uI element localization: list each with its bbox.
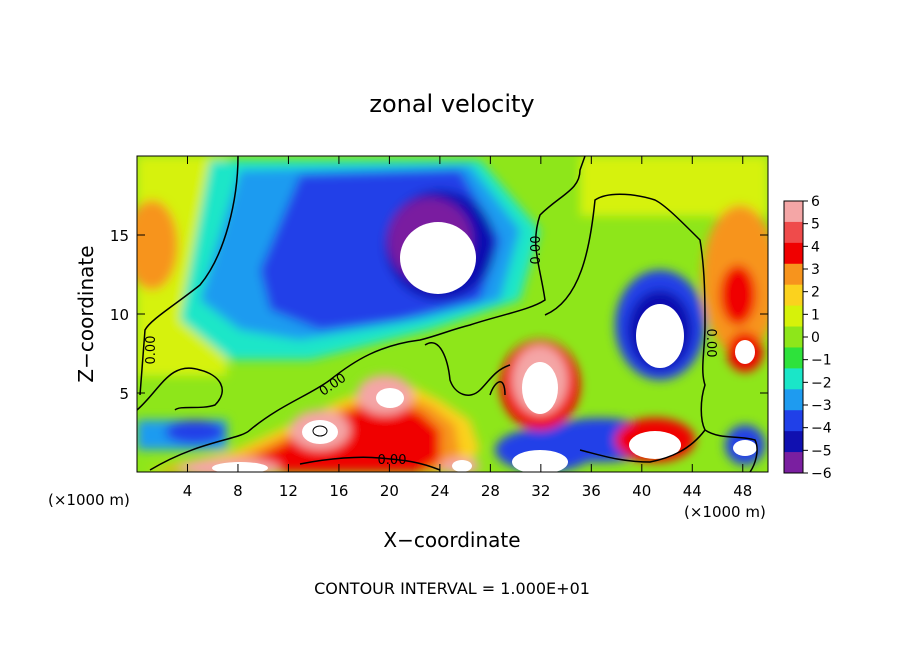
x-tick-label: 8	[233, 482, 243, 500]
x-tick-label: 4	[183, 482, 193, 500]
colorbar-swatch	[784, 221, 803, 244]
colorbar-label: 0	[811, 330, 820, 346]
x-tick-label: 48	[733, 482, 752, 500]
colorbar-label: 5	[811, 217, 820, 233]
x-tick-label: 32	[531, 482, 550, 500]
colorbar-swatch	[784, 263, 803, 286]
colorbar-swatch	[784, 368, 803, 390]
y-tick-label: 15	[110, 227, 129, 245]
x-tick-label: 44	[683, 482, 702, 500]
colorbar-swatch	[784, 389, 803, 411]
colorbar-swatch	[784, 242, 803, 265]
x-tick-label: 24	[430, 482, 449, 500]
colorbar: 6 5 4 3 2 1 0 −1 −2 −3 −4 −5 −6	[783, 194, 832, 482]
colorbar-swatch	[784, 347, 803, 369]
colorbar-swatch	[784, 452, 803, 474]
y-axis: 5 10 15	[110, 227, 768, 403]
x-tick-label: 28	[481, 482, 500, 500]
colorbar-swatch	[784, 201, 803, 223]
x-unit-right: (×1000 m)	[684, 503, 766, 521]
contour-label: 0.00	[703, 329, 718, 358]
zero-contours	[137, 156, 758, 472]
colorbar-label: 2	[811, 285, 820, 301]
chart-title: zonal velocity	[369, 90, 534, 118]
x-tick-label: 36	[582, 482, 601, 500]
colorbar-label: −1	[811, 353, 832, 369]
contour-interval-note: CONTOUR INTERVAL = 1.000E+01	[314, 579, 590, 598]
y-axis-label: Z−coordinate	[74, 245, 98, 382]
colorbar-swatch	[784, 305, 803, 328]
colorbar-swatch	[784, 326, 803, 348]
contour-label: 0.00	[144, 336, 159, 365]
x-tick-label: 20	[380, 482, 399, 500]
contour-label: 0.00	[529, 236, 544, 265]
y-tick-label: 5	[119, 385, 129, 403]
colorbar-swatch	[784, 431, 803, 453]
x-tick-label: 16	[329, 482, 348, 500]
x-unit-left: (×1000 m)	[48, 491, 130, 509]
y-tick-label: 10	[110, 306, 129, 324]
colorbar-label: 1	[811, 307, 820, 323]
colorbar-label: −4	[811, 421, 832, 437]
x-tick-label: 12	[279, 482, 298, 500]
colorbar-swatch	[784, 410, 803, 432]
colorbar-label: 3	[811, 262, 820, 278]
colorbar-label: −6	[811, 466, 832, 482]
x-axis: 4 8 12 16 20 24 28 32 36 40 44 48	[183, 156, 752, 500]
colorbar-swatch	[784, 284, 803, 307]
colorbar-label: −2	[811, 375, 832, 391]
colorbar-label: −3	[811, 398, 832, 414]
colorbar-label: 4	[811, 239, 820, 255]
colorbar-label: −5	[811, 443, 832, 459]
heatmap-field	[137, 156, 768, 472]
x-axis-label: X−coordinate	[383, 528, 520, 552]
x-tick-label: 40	[632, 482, 651, 500]
colorbar-label: 6	[811, 194, 820, 210]
contour-label: 0.00	[378, 453, 407, 468]
